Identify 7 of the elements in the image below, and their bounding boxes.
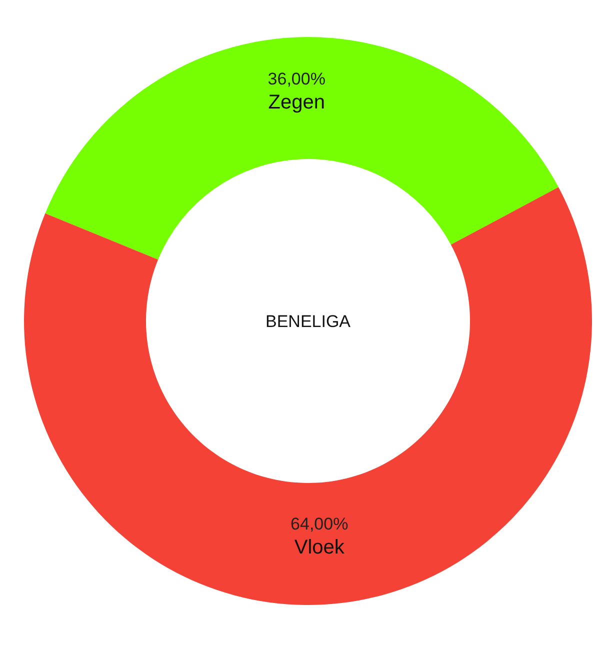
data-label: 64,00% [290, 514, 348, 534]
data-label: 36,00% [268, 69, 326, 88]
donut-slice [45, 37, 558, 260]
text: BENELIGA [265, 312, 352, 331]
slice-label: Vloek [294, 536, 346, 559]
donut-slice [24, 187, 592, 605]
slice-label: Zegen [268, 91, 325, 114]
